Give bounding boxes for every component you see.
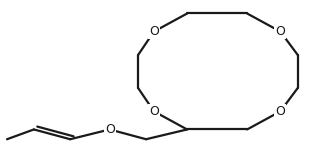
Text: O: O [276,25,285,38]
Text: O: O [276,105,285,118]
Text: O: O [105,123,115,136]
Text: O: O [149,25,159,38]
Text: O: O [149,105,159,118]
